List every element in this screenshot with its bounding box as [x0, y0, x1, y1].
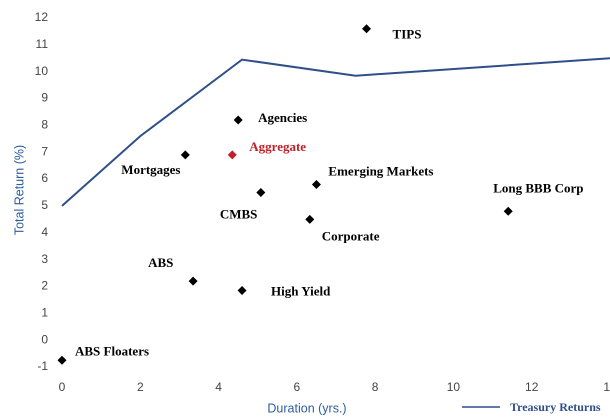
- y-tick-label: 8: [41, 118, 48, 132]
- point-label: Agencies: [258, 110, 307, 125]
- point: [233, 115, 243, 125]
- point: [256, 188, 266, 197]
- x-tick-label: 14: [603, 380, 610, 394]
- x-tick-label: 10: [447, 380, 461, 394]
- y-tick-label: 1: [41, 305, 48, 319]
- y-tick-label: 6: [41, 171, 48, 185]
- point: [180, 150, 190, 160]
- y-tick-label: 4: [41, 225, 48, 239]
- point-label: Corporate: [322, 228, 380, 243]
- point: [305, 214, 315, 224]
- point: [237, 285, 247, 295]
- point-label: Aggregate: [249, 139, 306, 154]
- point-label: Mortgages: [121, 162, 180, 177]
- point-label: Long BBB Corp: [493, 180, 583, 195]
- point: [362, 24, 372, 34]
- y-tick-label: 2: [41, 279, 48, 293]
- x-tick-label: 0: [59, 380, 66, 394]
- point: [503, 206, 513, 216]
- y-tick-label: -1: [37, 359, 48, 373]
- y-tick-label: 9: [41, 91, 48, 105]
- y-tick-label: 10: [35, 64, 49, 78]
- y-tick-label: 0: [41, 332, 48, 346]
- y-tick-label: 12: [35, 10, 49, 24]
- x-tick-label: 12: [525, 380, 539, 394]
- y-tick-label: 5: [41, 198, 48, 212]
- point: [311, 179, 321, 189]
- point-label: ABS Floaters: [75, 343, 149, 358]
- point-label: CMBS: [220, 206, 258, 221]
- x-tick-label: 8: [372, 380, 379, 394]
- point: [188, 276, 198, 286]
- x-tick-label: 6: [294, 380, 301, 394]
- y-tick-label: 3: [41, 252, 48, 266]
- point-label: Emerging Markets: [328, 163, 433, 178]
- point-label: High Yield: [271, 283, 331, 298]
- point: [227, 150, 237, 160]
- x-tick-label: 2: [137, 380, 144, 394]
- point-label: ABS: [148, 255, 173, 270]
- y-tick-label: 7: [41, 144, 48, 158]
- y-axis-title: Total Return (%): [12, 145, 26, 235]
- legend-label: Treasury Returns: [510, 400, 601, 414]
- x-axis-title: Duration (yrs.): [267, 401, 346, 415]
- line: [61, 57, 610, 207]
- point-label: TIPS: [393, 27, 422, 42]
- point: [57, 355, 67, 365]
- y-tick-label: 11: [36, 37, 49, 51]
- x-tick-label: 4: [215, 380, 222, 394]
